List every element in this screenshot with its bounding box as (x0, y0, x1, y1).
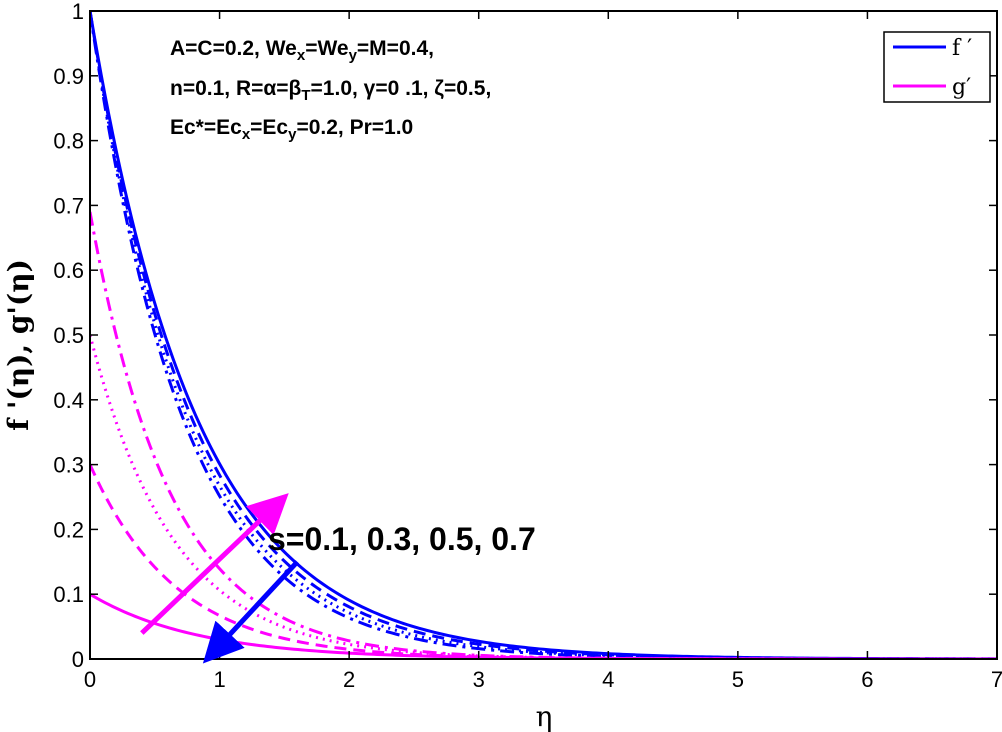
f-decrease-arrow (202, 560, 300, 664)
y-axis-label: f '(η), g'(η) (2, 259, 35, 431)
annotation-line-2: n=0.1, R=α=βT=1.0, γ=0 .1, ζ=0.5, (170, 77, 491, 104)
y-tick-label: 0.4 (53, 388, 84, 413)
legend: f ′ g′ (883, 31, 991, 103)
x-tick-label: 5 (732, 667, 744, 692)
series-line-g-dashdot (90, 211, 997, 659)
y-tick-label: 0.8 (53, 129, 84, 154)
legend-label-g: g′ (952, 75, 971, 100)
series-line-f-dotted (90, 11, 997, 659)
y-tick-label: 0.5 (53, 323, 84, 348)
legend-label-f: f ′ (952, 36, 972, 61)
legend-box (883, 31, 991, 103)
parameter-label: s=0.1, 0.3, 0.5, 0.7 (268, 521, 536, 557)
x-tick-label: 7 (991, 667, 1002, 692)
annotation-line-3: Ec*=Ecx=Ecy=0.2, Pr=1.0 (170, 116, 413, 143)
series-line-f-solid (90, 11, 997, 659)
series-line-f-dashed (90, 11, 997, 659)
ticks-layer: 0 1 2 3 4 5 6 7 0 0.1 0.2 0.3 0.4 0.5 0.6 0.7 0.8 0.9 1 (53, 0, 1002, 692)
series-line-f-dashdot (90, 11, 997, 659)
x-tick-label: 3 (473, 667, 485, 692)
series-line-g-dashed (90, 463, 997, 659)
x-tick-label: 6 (861, 667, 873, 692)
g-increase-arrow (140, 493, 289, 635)
y-tick-label: 0.2 (53, 517, 84, 542)
x-tick-label: 4 (602, 667, 614, 692)
annotation-line-1: A=C=0.2, Wex=Wey=M=0.4, (170, 37, 434, 64)
y-tick-label: 0.1 (53, 582, 84, 607)
y-tick-label: 1 (72, 0, 84, 24)
y-tick-label: 0 (72, 647, 84, 672)
x-axis-label: η (536, 700, 553, 732)
y-tick-label: 0.6 (53, 258, 84, 283)
plot-frame (89, 10, 998, 660)
x-tick-label: 2 (343, 667, 355, 692)
arrows-layer (140, 493, 300, 664)
y-tick-label: 0.3 (53, 453, 84, 478)
x-tick-label: 1 (213, 667, 225, 692)
y-tick-label: 0.7 (53, 193, 84, 218)
y-tick-label: 0.9 (53, 64, 84, 89)
series-line-g-dotted (90, 334, 997, 659)
x-tick-label: 0 (84, 667, 96, 692)
series-layer (90, 11, 997, 659)
